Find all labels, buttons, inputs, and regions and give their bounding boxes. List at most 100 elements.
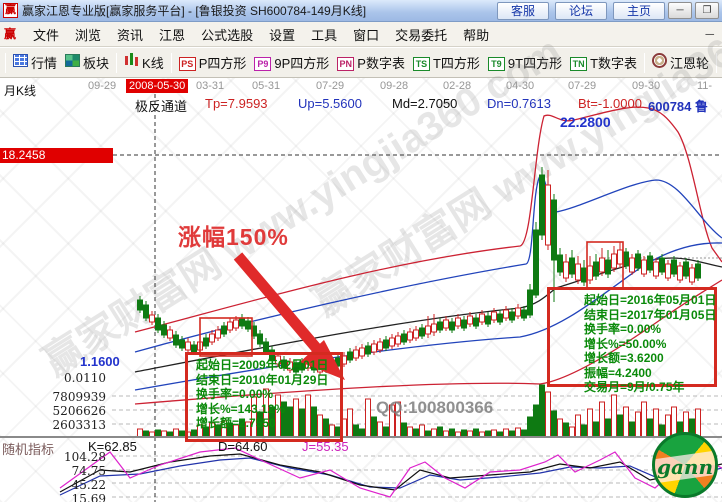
stats-box-2009: 起始日=2009年02月01日 结束日=2010年01月29日 换手率=0.00% 增…: [185, 352, 343, 442]
quotes-table-icon: [13, 53, 28, 72]
kline-plot[interactable]: [0, 78, 722, 502]
stochastic-d-value: D=64.60: [218, 439, 268, 454]
stoch-scale-4: 15.69: [71, 492, 106, 502]
menu-item-5[interactable]: 设置: [269, 27, 296, 43]
date-axis-label: 09-29: [88, 80, 117, 92]
indicator-name: 极反通道: [135, 99, 188, 114]
toolbar-button-9P四方形[interactable]: P9 9P四方形: [250, 51, 333, 74]
toolbar-button-T数字表[interactable]: TN T数字表: [566, 51, 641, 74]
menu-item-9[interactable]: 帮助: [463, 27, 490, 43]
ps-icon: PS: [178, 54, 196, 72]
indicator-md-value: Md=2.7050: [392, 96, 458, 111]
date-axis-label: 09-28: [380, 80, 409, 92]
watermark-qq-text: QQ:100800366: [376, 398, 494, 417]
menu-bar: 赢 文件 浏览 资讯 江恩 公式选股 设置 工具 窗口 交易委托 帮助 ─: [0, 22, 722, 47]
toolbar-button-K线[interactable]: K线: [120, 51, 168, 74]
stats-line: 增长额=3.6200: [584, 351, 664, 365]
ts-icon: TS: [412, 54, 430, 72]
stoch-scale-1: 104.28: [64, 450, 106, 464]
forum-button[interactable]: 论坛: [555, 1, 607, 20]
p9-icon: P9: [254, 54, 272, 72]
toolbar-button-P数字表[interactable]: PN P数字表: [333, 51, 409, 74]
stats-box-2016: 起始日=2016年05月01日 结束日=2017年01月05日 换手率=0.00% 增…: [547, 287, 717, 394]
menu-item-3[interactable]: 江恩: [159, 27, 186, 43]
toolbar-button-行情[interactable]: 行情: [9, 51, 61, 74]
mdi-minimize-icon[interactable]: ─: [705, 27, 714, 41]
volume-scale-2: 5206626: [52, 404, 106, 418]
customer-service-button[interactable]: 客服: [497, 1, 549, 20]
toolbar-button-板块[interactable]: 板块: [61, 51, 113, 74]
indicator-dn-value: Dn=0.7613: [487, 96, 551, 111]
stats-line: 结束日=2010年01月29日: [196, 372, 329, 387]
volume-scale-1: 7809939: [52, 390, 106, 404]
gann-wheel-icon: [652, 52, 668, 73]
stoch-scale-2: 74.75: [71, 464, 106, 478]
menu-item-2[interactable]: 资讯: [117, 27, 144, 43]
pn-icon: PN: [337, 54, 355, 72]
gain-arrow: [233, 252, 345, 380]
volume-bars: [137, 384, 701, 438]
toolbar-button-9T四方形[interactable]: T9 9T四方形: [484, 51, 566, 74]
stock-code-label: 600784 鲁: [648, 99, 708, 114]
stats-line: 起始日=2009年02月01日: [196, 358, 329, 372]
stochastic-k-value: K=62.85: [88, 439, 137, 454]
homepage-button[interactable]: 主页: [613, 1, 665, 20]
channel-lines: [134, 106, 722, 405]
date-axis-label: 07-29: [568, 80, 597, 92]
sectors-icon: [65, 53, 81, 72]
menu-item-4[interactable]: 公式选股: [201, 27, 254, 43]
stats-line: 增长额=2.7550: [196, 416, 276, 430]
stats-line: 换手率=0.00%: [196, 387, 274, 401]
stats-line: 起始日=2016年05月01日: [584, 293, 717, 307]
gann-logo: gann: [652, 432, 718, 498]
indicator-tp-value: Tp=7.9593: [205, 96, 268, 111]
toolbar-button-T四方形[interactable]: TS T四方形: [409, 51, 484, 74]
stochastic-label: 随机指标: [2, 442, 55, 457]
app-logo-icon: 赢: [4, 26, 17, 41]
indicator-bt-value: Bt=-1.0000: [578, 96, 642, 111]
indicator-up-value: Up=5.5600: [298, 96, 362, 111]
app-logo-icon: 赢: [3, 3, 18, 18]
t9-icon: T9: [487, 54, 505, 72]
menu-item-8[interactable]: 交易委托: [395, 27, 448, 43]
price-scale-low: 0.0110: [64, 371, 106, 385]
stats-line: 结束日=2017年01月05日: [584, 307, 717, 322]
date-axis-label: 04-30: [506, 80, 535, 92]
toolbar: 行情 板块 K线 PS P四方形 P9 9P四方形 PN P数字表 TS T四方形 T9 9T四方形 TN…: [0, 47, 722, 78]
restore-button[interactable]: ❐: [695, 2, 719, 19]
price-level-tag: 18.2458: [0, 148, 113, 163]
kline-icon: [124, 53, 139, 72]
date-axis-label: 09-30: [632, 80, 661, 92]
menu-item-7[interactable]: 窗口: [353, 27, 380, 43]
stochastic-curves: [59, 447, 722, 498]
date-axis-label: 05-31: [252, 80, 281, 92]
stats-line: 交易月=9月/0.75年: [584, 380, 685, 394]
menu-item-1[interactable]: 浏览: [75, 27, 102, 43]
selected-date-tag: 2008-05-30: [126, 79, 189, 93]
title-bar: 赢 赢家江恩专业版[赢家服务平台] - [鲁银投资 SH600784-149月K…: [0, 0, 722, 22]
tn-icon: TN: [570, 54, 588, 72]
stats-line: 增长%=50.00%: [584, 336, 667, 351]
stats-line: 换手率=0.00%: [584, 322, 662, 336]
pane-period-label: 月K线: [4, 84, 37, 98]
stats-line: 振幅=4.2400: [584, 365, 652, 380]
toolbar-button-江恩轮[interactable]: 江恩轮: [648, 51, 713, 75]
stats-line: 增长%=143.12%: [196, 401, 286, 416]
menu-item-0[interactable]: 文件: [33, 27, 60, 43]
gain-annotation: 涨幅150%: [178, 224, 289, 250]
low-price-label: 1.1600: [80, 354, 120, 369]
date-axis-label: 03-31: [196, 80, 225, 92]
stochastic-j-value: J=55.35: [302, 439, 349, 454]
date-axis-label: 07-29: [316, 80, 345, 92]
volume-scale-3: 2603313: [52, 418, 106, 432]
window-title: 赢家江恩专业版[赢家服务平台] - [鲁银投资 SH600784-149月K线]: [22, 4, 367, 18]
stoch-scale-3: 45.22: [71, 478, 106, 492]
toolbar-button-P四方形[interactable]: PS P四方形: [175, 51, 251, 74]
menu-item-6[interactable]: 工具: [311, 27, 338, 43]
minimize-button[interactable]: ─: [668, 2, 692, 19]
date-axis-label: 02-28: [443, 80, 472, 92]
date-axis-label: 11-: [697, 80, 713, 92]
peak-price-label: 22.2800: [560, 114, 611, 130]
